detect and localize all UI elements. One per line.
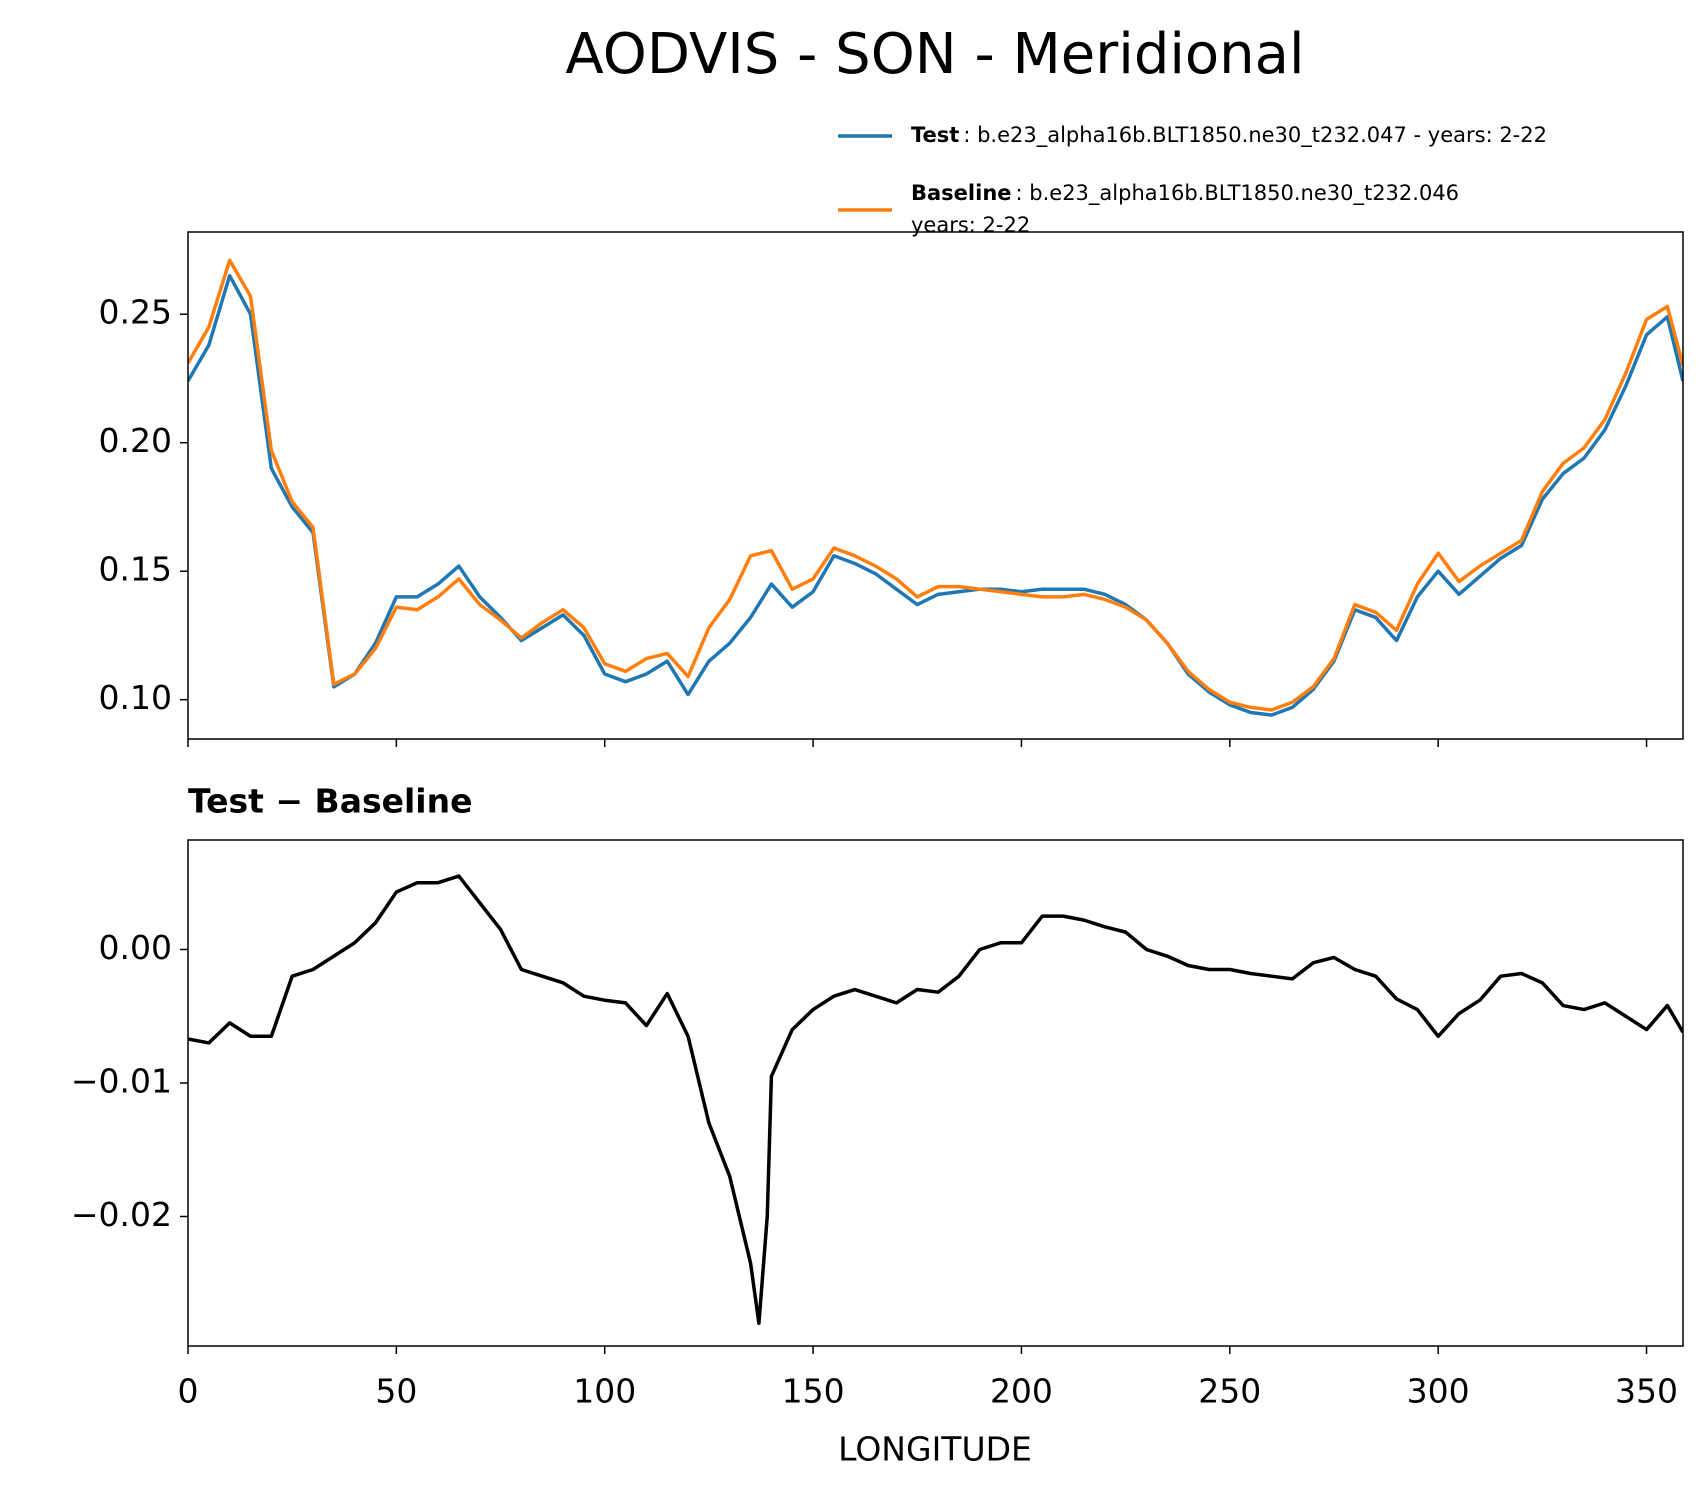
series-line xyxy=(188,258,1683,712)
legend-description: : b.e23_alpha16b.BLT1850.ne30_t232.047 -… xyxy=(963,123,1547,148)
x-tick-label: 200 xyxy=(990,1372,1053,1411)
y-tick-label: 0.00 xyxy=(99,928,172,967)
panel-title: Test − Baseline xyxy=(188,782,473,821)
x-tick-label: 50 xyxy=(375,1372,417,1411)
x-tick-label: 100 xyxy=(573,1372,636,1411)
legend-label: Baseline xyxy=(911,181,1012,205)
x-tick-label: 300 xyxy=(1407,1372,1470,1411)
y-tick-label: −0.01 xyxy=(71,1061,172,1100)
series-line xyxy=(188,874,1683,1326)
series-line xyxy=(188,273,1683,717)
x-tick-label: 150 xyxy=(782,1372,845,1411)
y-tick-label: −0.02 xyxy=(71,1195,172,1234)
figure-title: AODVIS - SON - Meridional xyxy=(565,22,1304,87)
x-tick-label: 0 xyxy=(178,1372,199,1411)
axes-frame xyxy=(187,839,1684,1347)
y-tick-label: 0.15 xyxy=(99,550,172,589)
legend-label: Test xyxy=(911,123,959,147)
y-tick-label: 0.20 xyxy=(99,421,172,460)
y-tick-label: 0.25 xyxy=(99,293,172,332)
legend-description: years: 2-22 xyxy=(911,213,1030,237)
x-tick-label: 250 xyxy=(1198,1372,1261,1411)
x-axis-label: LONGITUDE xyxy=(838,1430,1032,1469)
legend-description: : b.e23_alpha16b.BLT1850.ne30_t232.046 xyxy=(1016,181,1460,206)
x-tick-label: 350 xyxy=(1615,1372,1678,1411)
y-tick-label: 0.10 xyxy=(99,678,172,717)
axes-frame xyxy=(187,231,1684,740)
